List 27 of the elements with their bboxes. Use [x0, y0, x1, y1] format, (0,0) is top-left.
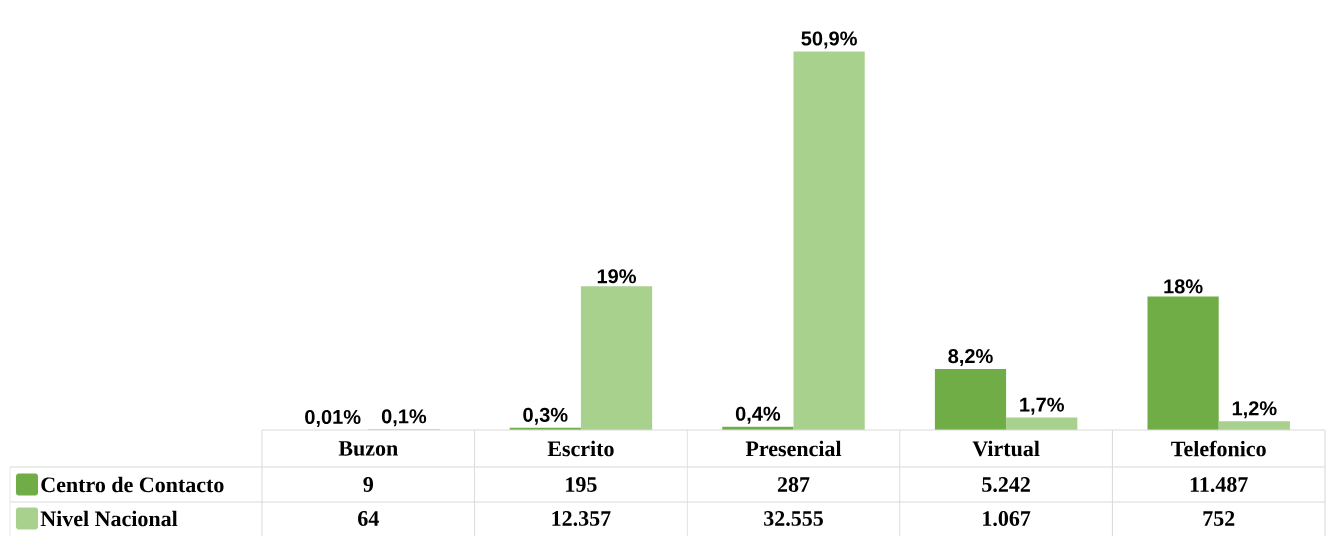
data-label: 5.242 — [982, 477, 1030, 492]
data-label: 64 — [358, 511, 379, 526]
legend-label: Nivel Nacional — [40, 510, 178, 527]
data-label: 287 — [777, 477, 810, 492]
annotation: 19% — [597, 269, 636, 284]
data-label: 12.357 — [552, 511, 611, 526]
data-label: 195 — [566, 477, 597, 492]
annotation: 0,3% — [523, 407, 568, 425]
annotation: 0,1% — [381, 409, 427, 427]
x-tick-label: Telefonico — [1171, 440, 1266, 457]
annotation: 1,7% — [1020, 397, 1064, 415]
data-label: 9 — [363, 477, 374, 492]
data-label: 32.555 — [764, 511, 823, 526]
annotation: 8,2% — [948, 349, 993, 367]
x-tick-label: Virtual — [972, 440, 1040, 457]
annotation: 0,01% — [305, 409, 361, 427]
annotation: 50,9% — [801, 31, 857, 49]
annotation: 0,4% — [735, 406, 781, 424]
data-label: 11.487 — [1190, 477, 1248, 492]
data-label: 1.067 — [983, 511, 1031, 526]
x-tick-label: Buzon — [338, 441, 398, 456]
x-tick-label: Escrito — [547, 440, 614, 457]
x-tick-label: Presencial — [745, 440, 842, 457]
annotation: 1,2% — [1232, 401, 1277, 419]
data-label: 752 — [1203, 511, 1235, 526]
annotation: 18% — [1164, 279, 1203, 294]
legend-label: Centro de Contacto — [41, 476, 224, 493]
